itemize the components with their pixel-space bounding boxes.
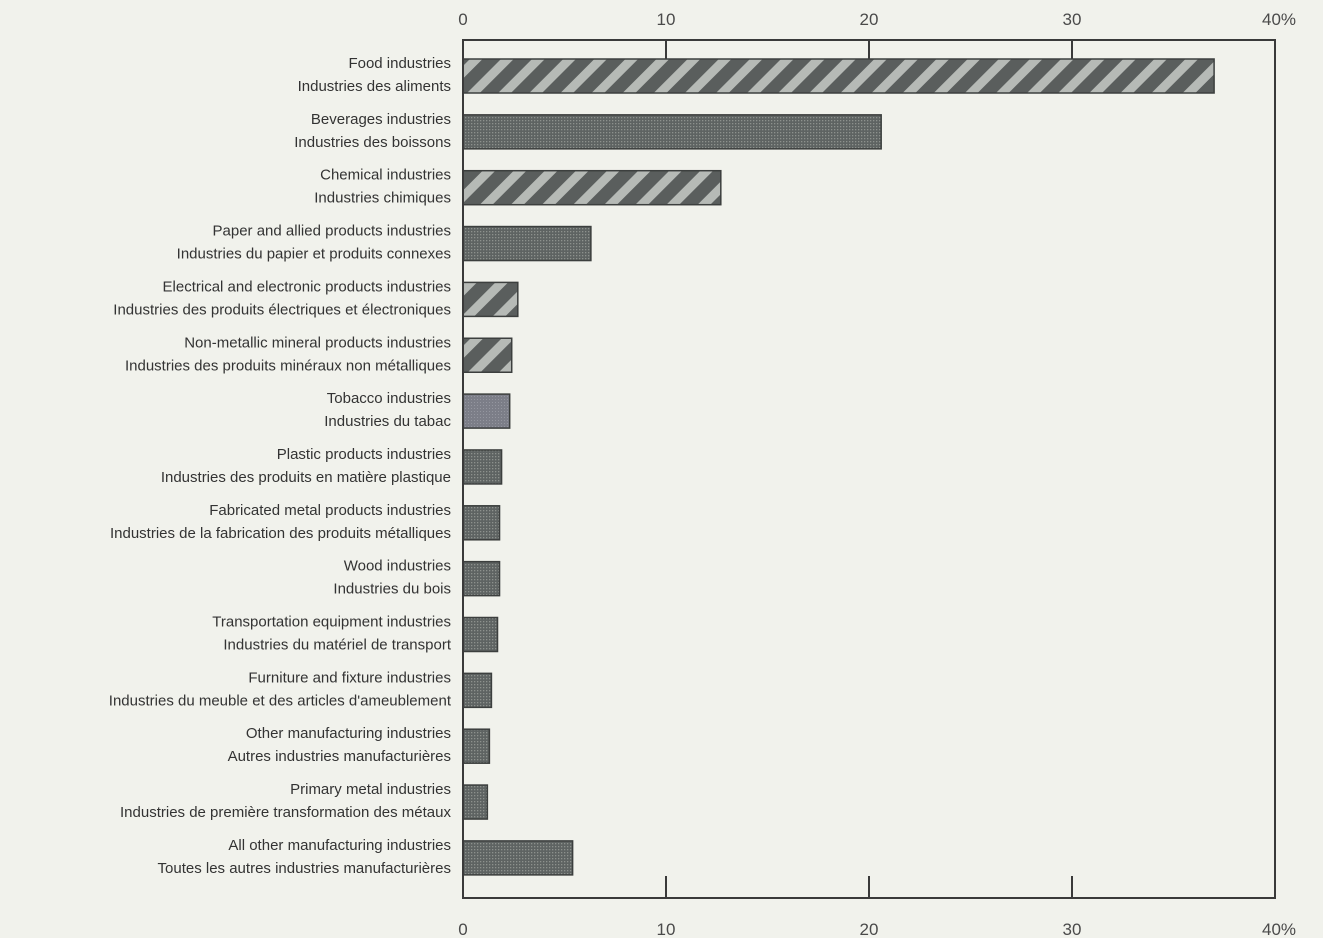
category-label-en: All other manufacturing industries (228, 837, 451, 854)
bar (462, 393, 511, 429)
bar (462, 728, 491, 764)
category-label-en: Plastic products industries (277, 446, 451, 463)
category-label-fr: Industries du matériel de transport (223, 637, 451, 654)
category-label-en: Electrical and electronic products indus… (163, 278, 451, 295)
bar (462, 281, 519, 318)
category-label-fr: Industries des boissons (294, 134, 451, 151)
bar (462, 672, 493, 709)
x-tick-label-top: 0 (458, 10, 467, 29)
category-label-en: Furniture and fixture industries (248, 669, 451, 686)
x-tick-label-bottom: 40% (1262, 920, 1296, 938)
bar (462, 449, 503, 485)
bar (462, 58, 1215, 94)
x-tick-label-bottom: 20 (860, 920, 879, 938)
x-tick-label-bottom: 30 (1063, 920, 1082, 938)
x-tick-label-bottom: 10 (657, 920, 676, 938)
category-label-en: Wood industries (344, 558, 451, 575)
category-label-en: Paper and allied products industries (213, 223, 451, 240)
category-label-en: Other manufacturing industries (246, 725, 451, 742)
category-label-en: Food industries (348, 55, 451, 72)
category-label-fr: Industries des aliments (298, 78, 451, 95)
bar (462, 784, 489, 820)
category-label-fr: Industries de première transformation de… (120, 804, 451, 821)
x-tick-label-top: 10 (657, 10, 676, 29)
category-label-fr: Industries du meuble et des articles d'a… (109, 692, 452, 709)
category-label-fr: Industries du bois (333, 581, 451, 598)
category-label-fr: Industries des produits en matière plast… (161, 469, 451, 486)
bar (462, 560, 501, 597)
category-label-en: Tobacco industries (327, 390, 451, 407)
category-label-fr: Industries chimiques (314, 190, 451, 207)
plot-frame (462, 39, 1276, 899)
bar (462, 505, 501, 541)
bars (462, 58, 1215, 876)
category-label-fr: Industries des produits minéraux non mét… (125, 357, 451, 374)
x-tick-label-top: 40% (1262, 10, 1296, 29)
x-tick-label-top: 30 (1063, 10, 1082, 29)
category-label-en: Fabricated metal products industries (209, 502, 451, 519)
axis-ticks: 0 0 10 10 20 20 30 30 40% 40% (458, 10, 1296, 938)
x-tick-label-top: 20 (860, 10, 879, 29)
category-label-fr: Industries du papier et produits connexe… (177, 246, 451, 263)
x-tick-label-bottom: 0 (458, 920, 467, 938)
category-label-fr: Autres industries manufacturières (228, 748, 451, 765)
category-label-fr: Industries du tabac (324, 413, 451, 430)
category-label-fr: Toutes les autres industries manufacturi… (158, 860, 451, 877)
category-label-en: Beverages industries (311, 111, 451, 128)
bar (462, 114, 882, 150)
category-label-fr: Industries de la fabrication des produit… (110, 525, 451, 542)
bar (462, 840, 574, 876)
category-label-en: Transportation equipment industries (212, 614, 451, 631)
category-label-fr: Industries des produits électriques et é… (113, 301, 451, 318)
bar (462, 337, 513, 373)
bar (462, 169, 722, 206)
category-label-en: Chemical industries (320, 167, 451, 184)
category-label-en: Primary metal industries (290, 781, 451, 798)
bar (462, 616, 499, 653)
category-labels: Food industries Industries des aliments Be… (109, 55, 452, 877)
bar (462, 225, 592, 262)
category-label-en: Non-metallic mineral products industries (184, 334, 451, 351)
